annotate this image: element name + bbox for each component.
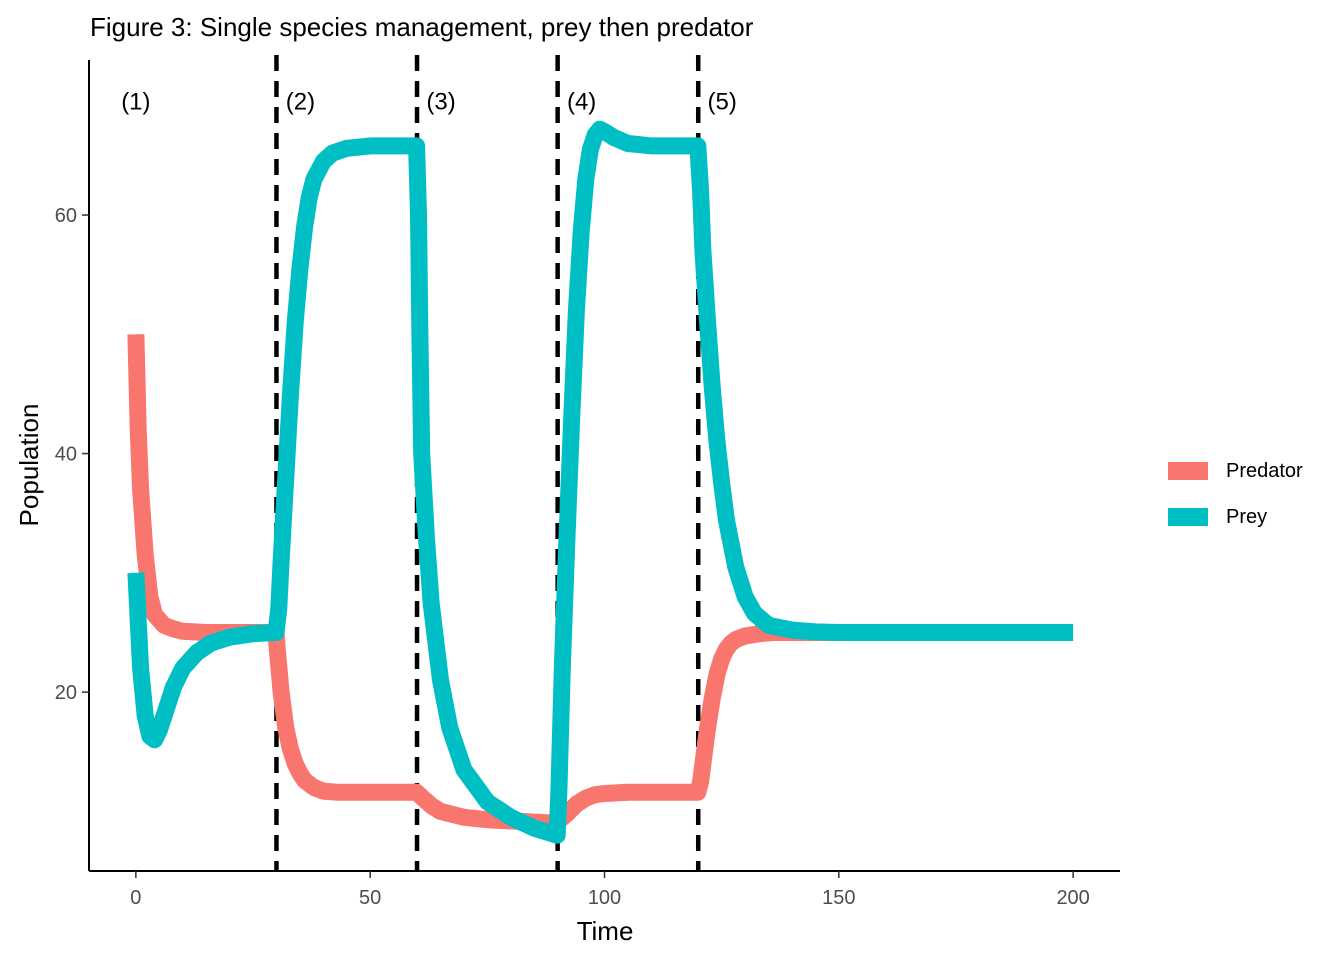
y-axis-title: Population [14, 404, 44, 527]
ticks-layer: 0 50 100 150 200 20 40 60 [55, 205, 1090, 909]
series-layer [127, 120, 1074, 844]
x-tick-label: 150 [822, 887, 855, 909]
annotation-label: (4) [567, 89, 596, 116]
x-tick-label: 50 [359, 887, 381, 909]
legend-key-prey [1168, 508, 1208, 526]
legend-label-prey: Prey [1226, 505, 1268, 528]
legend-item-prey: Prey [1168, 494, 1303, 540]
annotation-label: (2) [286, 89, 315, 116]
x-tick-label: 0 [130, 887, 141, 909]
x-tick-label: 100 [588, 887, 621, 909]
series-line-prey [127, 120, 1074, 844]
legend-label-predator: Predator [1226, 459, 1303, 482]
annotation-label: (1) [121, 89, 150, 116]
annotation-layer: (1) (2) (3) (4) (5) [121, 89, 737, 116]
legend: Predator Prey [1168, 448, 1303, 540]
y-tick-label: 60 [55, 205, 77, 227]
annotation-label: (5) [708, 89, 737, 116]
x-tick-label: 200 [1056, 887, 1089, 909]
legend-item-predator: Predator [1168, 448, 1303, 494]
vline-layer [274, 55, 701, 871]
chart-title: Figure 3: Single species management, pre… [90, 12, 754, 42]
y-tick-label: 20 [55, 682, 77, 704]
x-axis-title: Time [577, 916, 634, 946]
annotation-label: (3) [426, 89, 455, 116]
legend-key-predator [1168, 462, 1208, 480]
y-tick-label: 40 [55, 444, 77, 466]
